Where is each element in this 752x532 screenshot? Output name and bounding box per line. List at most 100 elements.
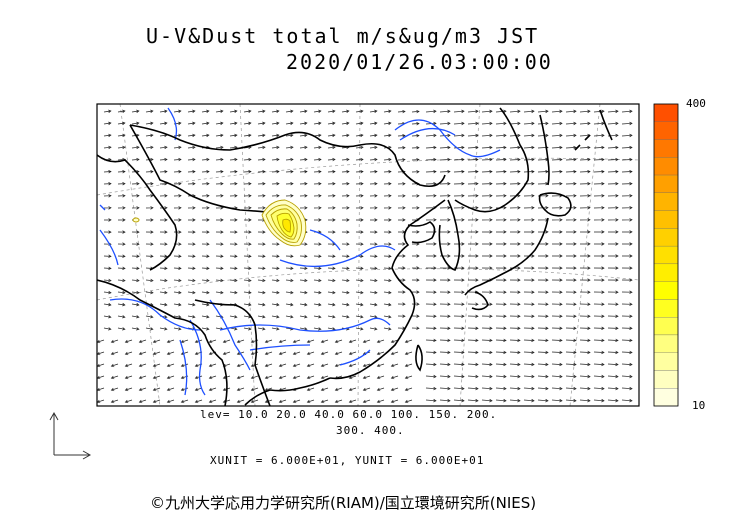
wind-arrow xyxy=(215,194,224,198)
wind-arrow xyxy=(495,242,507,246)
wind-arrow xyxy=(537,314,549,319)
wind-arrow xyxy=(243,121,252,126)
wind-arrow xyxy=(481,290,493,294)
wind-arrow xyxy=(117,145,126,150)
wind-vectors xyxy=(97,109,633,404)
wind-arrow xyxy=(404,375,413,380)
colorbar xyxy=(653,103,679,407)
wind-arrow xyxy=(271,254,280,258)
wind-arrow xyxy=(579,290,591,294)
wind-arrow xyxy=(313,315,322,319)
wind-arrow xyxy=(103,302,112,307)
wind-arrow xyxy=(355,327,364,331)
wind-arrow xyxy=(565,362,577,367)
coastlines xyxy=(97,107,613,406)
wind-arrow xyxy=(621,386,633,391)
wind-arrow xyxy=(369,121,378,126)
wind-arrow xyxy=(383,169,392,174)
wind-arrow xyxy=(362,387,371,392)
wind-arrow xyxy=(236,363,245,368)
wind-arrow xyxy=(621,326,633,331)
wind-arrow xyxy=(468,254,479,258)
wind-arrow xyxy=(425,374,437,379)
wind-arrow xyxy=(523,109,535,114)
wind-arrow xyxy=(495,386,507,391)
wind-arrow xyxy=(411,230,420,234)
wind-arrow xyxy=(551,326,563,331)
wind-arrow xyxy=(467,386,479,391)
wind-arrow xyxy=(229,109,238,113)
wind-arrow xyxy=(257,327,266,331)
wind-arrow xyxy=(551,362,563,367)
dust-contours xyxy=(132,199,307,247)
wind-arrow xyxy=(495,133,507,138)
wind-arrow xyxy=(621,218,633,222)
wind-arrow xyxy=(453,398,465,403)
wind-arrow xyxy=(97,387,105,392)
wind-arrow xyxy=(593,206,605,210)
wind-arrow xyxy=(495,338,507,343)
wind-arrow xyxy=(110,387,119,392)
wind-arrow xyxy=(257,242,266,246)
wind-arrow xyxy=(565,314,577,319)
wind-arrow xyxy=(187,181,196,186)
wind-arrow xyxy=(299,327,308,331)
wind-arrow xyxy=(208,399,217,404)
wind-arrow xyxy=(159,230,168,234)
wind-arrow xyxy=(607,157,619,162)
wind-arrow xyxy=(187,121,196,126)
wind-arrow xyxy=(481,169,493,174)
wind-arrow xyxy=(327,254,336,258)
wind-arrow xyxy=(313,327,322,331)
wind-arrow xyxy=(138,363,147,368)
wind-arrow xyxy=(453,121,465,126)
wind-arrow xyxy=(537,350,549,355)
wind-arrow xyxy=(495,230,507,234)
wind-arrow xyxy=(236,399,245,404)
wind-arrow xyxy=(509,230,521,234)
wind-arrow xyxy=(439,326,451,331)
colorbar-swatch xyxy=(653,352,679,371)
wind-arrow xyxy=(117,206,126,210)
wind-arrow xyxy=(159,327,168,331)
wind-arrow xyxy=(495,278,507,282)
wind-arrow xyxy=(551,314,563,319)
rivers xyxy=(99,107,501,396)
wind-arrow xyxy=(278,339,287,344)
wind-arrow xyxy=(369,278,378,283)
wind-arrow xyxy=(187,230,196,234)
wind-arrow xyxy=(551,278,563,282)
wind-arrow xyxy=(495,169,507,174)
colorbar-swatch xyxy=(653,299,679,318)
wind-arrow xyxy=(481,266,493,270)
wind-arrow xyxy=(271,315,280,319)
wind-arrow xyxy=(369,242,378,246)
wind-arrow xyxy=(299,157,308,162)
wind-arrow xyxy=(439,230,451,234)
wind-arrow xyxy=(453,157,465,162)
wind-arrow xyxy=(173,254,182,258)
wind-arrow xyxy=(264,339,273,344)
wind-arrow xyxy=(439,242,451,246)
wind-arrow xyxy=(341,230,350,234)
wind-arrow xyxy=(565,266,577,270)
wind-arrow xyxy=(264,375,273,380)
wind-arrow xyxy=(397,194,406,198)
wind-arrow xyxy=(509,338,521,343)
wind-arrow xyxy=(383,302,392,307)
colorbar-swatch xyxy=(653,192,679,211)
wind-arrow xyxy=(621,350,633,355)
wind-arrow xyxy=(621,157,633,162)
wind-arrow xyxy=(159,157,168,162)
wind-arrow xyxy=(243,266,252,271)
wind-arrow xyxy=(229,121,238,126)
wind-arrow xyxy=(566,254,577,258)
wind-arrow xyxy=(278,399,287,404)
wind-arrow xyxy=(425,242,437,246)
wind-arrow xyxy=(425,302,437,306)
wind-arrow xyxy=(103,109,112,113)
wind-arrow xyxy=(131,327,140,331)
wind-arrow xyxy=(593,242,605,246)
wind-arrow xyxy=(201,121,210,126)
